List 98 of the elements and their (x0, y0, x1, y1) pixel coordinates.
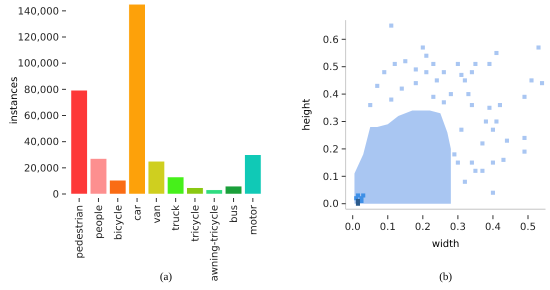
bar (109, 180, 126, 194)
point (529, 78, 534, 82)
x-tick-label: 0.2 (414, 222, 431, 234)
y-tick-label: 0.3 (322, 117, 339, 128)
x-tick-label: 0.0 (344, 222, 361, 234)
point (470, 160, 474, 165)
point (487, 62, 492, 66)
y-tick-label: 0.2 (322, 144, 339, 156)
y-tick-label: 0.5 (322, 62, 339, 74)
point (434, 78, 439, 82)
bar (186, 187, 204, 194)
y-tick-label: 40,000 (24, 137, 59, 148)
point (466, 92, 470, 96)
y-tick-label: 0.6 (322, 34, 339, 46)
point (473, 62, 478, 66)
x-tick-label: 0.5 (520, 222, 536, 234)
x-tick-label: people (94, 205, 105, 239)
point (498, 103, 502, 108)
bar (90, 158, 107, 194)
bar (128, 4, 146, 194)
point (540, 81, 544, 86)
point (490, 128, 495, 132)
point (420, 45, 425, 50)
point (431, 62, 436, 66)
x-tick-label: 0.3 (450, 222, 466, 234)
point (470, 70, 474, 74)
x-axis-title: width (432, 239, 460, 250)
point (392, 62, 397, 66)
y-tick-label: 0.4 (322, 90, 339, 101)
bar (167, 176, 184, 194)
bar (225, 186, 242, 194)
bar (244, 154, 262, 194)
point (442, 70, 446, 74)
point (536, 45, 541, 50)
point (487, 106, 492, 110)
x-tick-label: tricycle (190, 205, 202, 242)
point (403, 59, 408, 64)
y-axis-title: height (302, 98, 313, 131)
y-tick-label: 60,000 (24, 111, 59, 122)
point (501, 158, 506, 162)
point (504, 138, 510, 143)
point (452, 152, 456, 156)
point (522, 136, 527, 140)
x-tick-label: pedestrian (74, 205, 86, 258)
point (448, 92, 453, 96)
bar (206, 190, 223, 194)
point (382, 70, 386, 74)
x-tick-label: 0.1 (380, 222, 396, 234)
point (389, 98, 394, 102)
point (442, 100, 446, 104)
point (522, 94, 527, 99)
y-tick-label: 120,000 (18, 32, 59, 44)
x-tick-label: 0.4 (484, 222, 501, 234)
point (375, 84, 380, 88)
point (414, 67, 418, 72)
y-tick-label: 0.1 (322, 172, 339, 183)
point (356, 198, 360, 204)
point (456, 160, 460, 165)
point (470, 103, 474, 108)
bar (148, 161, 165, 194)
point (459, 72, 464, 77)
point (494, 119, 498, 124)
text: (b) (439, 271, 452, 283)
point (424, 54, 428, 58)
y-tick-label: 0 (52, 190, 59, 200)
x-tick-label: awning-tricycle (210, 205, 221, 282)
point (480, 168, 484, 173)
y-axis-title: instances (9, 76, 20, 124)
point (368, 103, 372, 108)
point (361, 193, 366, 198)
point (456, 62, 460, 66)
point (400, 86, 404, 91)
point (522, 150, 527, 154)
x-tick-label: bicycle (113, 205, 124, 240)
point (459, 128, 464, 132)
x-tick-label: truck (171, 204, 182, 231)
point (462, 78, 467, 82)
point (431, 94, 436, 99)
x-tick-label: motor (248, 204, 260, 236)
point (490, 190, 495, 195)
x-tick-label: bus (229, 205, 240, 223)
point (389, 24, 394, 28)
text: (a) (160, 271, 172, 283)
point (473, 168, 478, 173)
point (494, 50, 498, 56)
bar (70, 90, 88, 194)
y-tick-label: 20,000 (24, 163, 59, 174)
x-tick-label: van (152, 205, 163, 224)
x-tick-label: car (132, 204, 144, 221)
point (462, 180, 467, 184)
y-tick-label: 100,000 (18, 58, 59, 70)
point (484, 119, 488, 124)
y-tick-label: 140,000 (18, 6, 59, 18)
point (490, 160, 495, 165)
point (480, 141, 484, 146)
point (424, 70, 428, 74)
point (414, 81, 418, 86)
y-tick-label: 80,000 (24, 84, 59, 96)
